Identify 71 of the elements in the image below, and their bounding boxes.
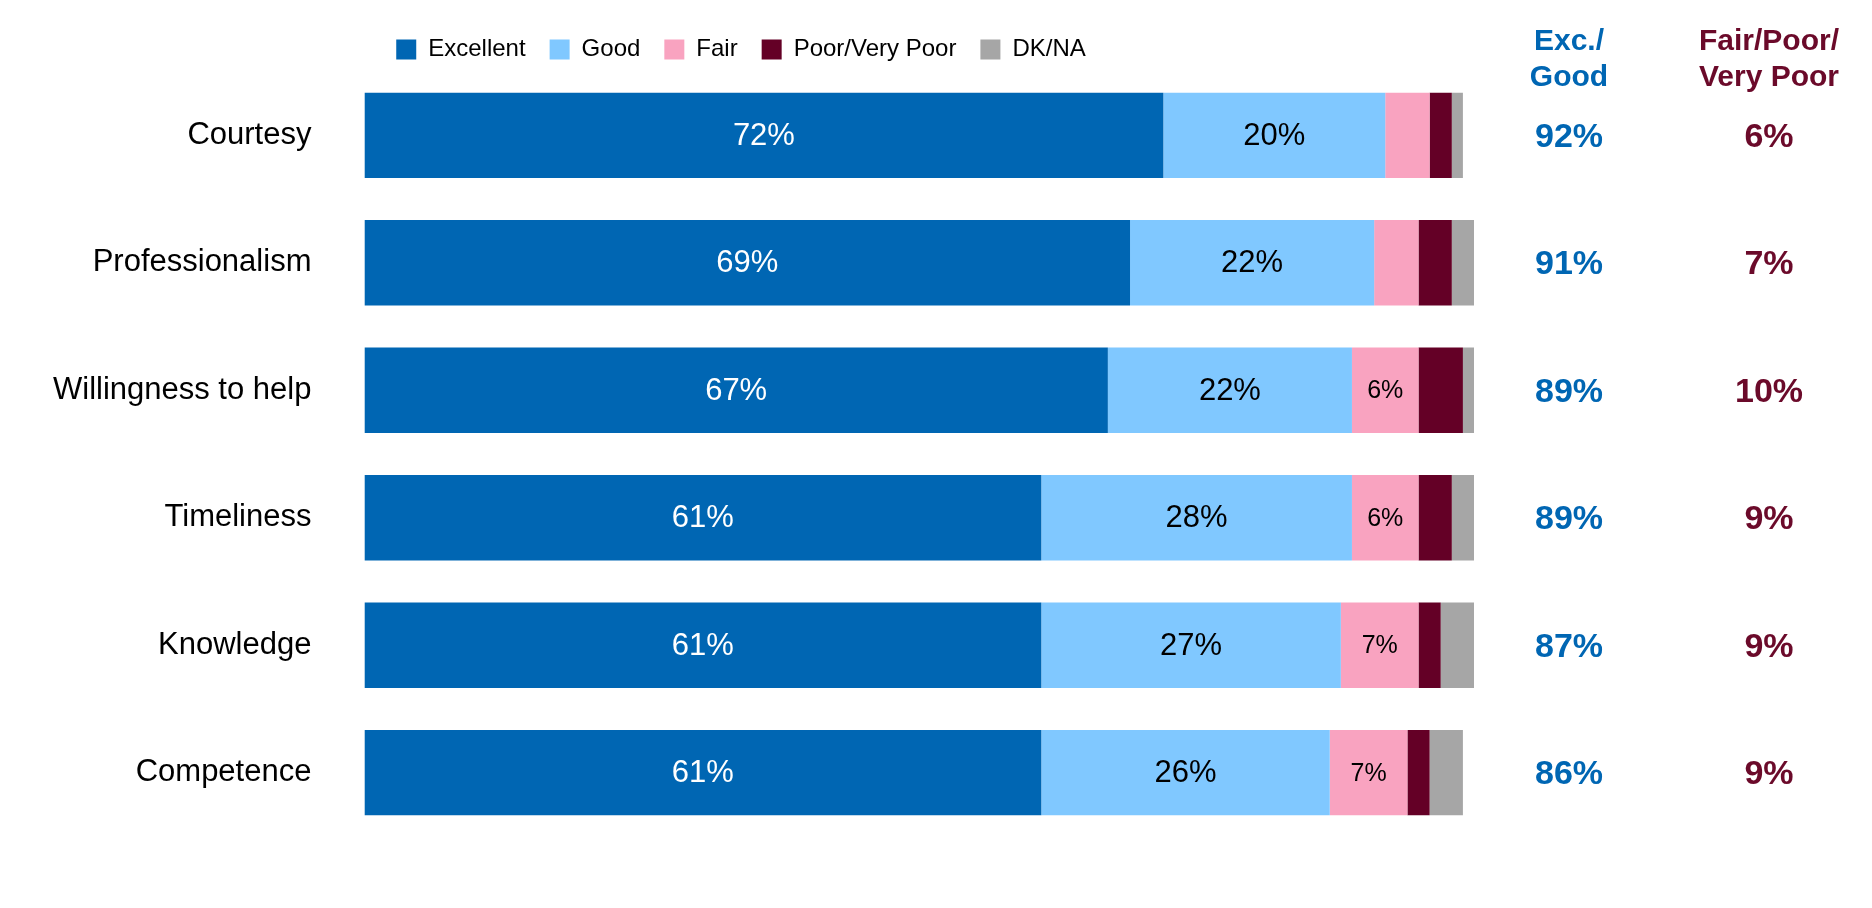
data-label: 69% [716,244,779,280]
legend-label: Poor/Very Poor [793,34,957,62]
y-tick-label: Knowledge [158,625,312,661]
text: 87% [1534,625,1604,664]
data-label: 6% [1367,375,1404,404]
text: 9% [1744,498,1794,537]
data-label: 72% [732,116,795,152]
data-label: 28% [1165,499,1228,535]
data-label: 7% [1350,757,1387,786]
bar [364,347,1108,433]
bar [1451,220,1474,306]
y-tick-label: Willingness to help [52,370,312,406]
bar [1340,602,1419,688]
bar [1407,729,1430,816]
bar [1429,92,1452,179]
bar [364,220,1131,306]
bar [1351,347,1419,433]
text: 6% [1744,115,1794,154]
y-tick-label: Competence [135,753,312,789]
text: 7% [1744,243,1794,282]
bar [364,92,1164,179]
data-label: 61% [671,754,734,790]
data-label: 6% [1367,502,1404,531]
text: 91% [1534,243,1604,282]
bar [1418,475,1452,561]
text: 10% [1734,370,1804,409]
bar [1440,602,1474,688]
text: Fair/Poor/ Very Poor [1698,23,1840,93]
bar [1418,220,1452,306]
bar [1418,347,1463,433]
bar [1429,729,1463,816]
legend-label: Good [581,34,641,62]
bar [1329,729,1408,816]
bar [1451,475,1474,561]
text: 9% [1744,753,1794,792]
text: 92% [1534,115,1604,154]
text: 89% [1534,370,1604,409]
y-tick-label: Courtesy [187,115,312,151]
text: 89% [1534,498,1604,537]
bar [1351,475,1419,561]
bar [1041,602,1341,688]
data-label: 26% [1154,754,1217,790]
bar [1107,347,1352,433]
text: Exc./ Good [1529,23,1609,93]
data-label: 61% [671,499,734,535]
bar [1385,92,1430,179]
legend-label: Fair [696,34,738,62]
bar [1451,92,1463,179]
legend-label: Excellent [428,34,526,62]
bar [364,729,1042,816]
bar [1130,220,1375,306]
bar [1041,729,1330,816]
bar [1374,220,1419,306]
bar [1462,347,1474,433]
y-tick-label: Professionalism [92,243,312,279]
data-label: 20% [1243,116,1306,152]
bar [1163,92,1386,179]
data-label: 22% [1198,371,1261,407]
bar [364,602,1042,688]
bar [1418,602,1441,688]
text: 86% [1534,753,1604,792]
data-label: 67% [705,371,768,407]
legend-label: DK/NA [1012,34,1086,62]
y-tick-label: Timeliness [164,498,312,534]
data-label: 61% [671,626,734,662]
data-label: 27% [1160,626,1223,662]
bar [364,475,1042,561]
data-label: 7% [1361,630,1398,659]
bar [1041,475,1352,561]
text: 9% [1744,625,1794,664]
data-label: 22% [1221,244,1284,280]
